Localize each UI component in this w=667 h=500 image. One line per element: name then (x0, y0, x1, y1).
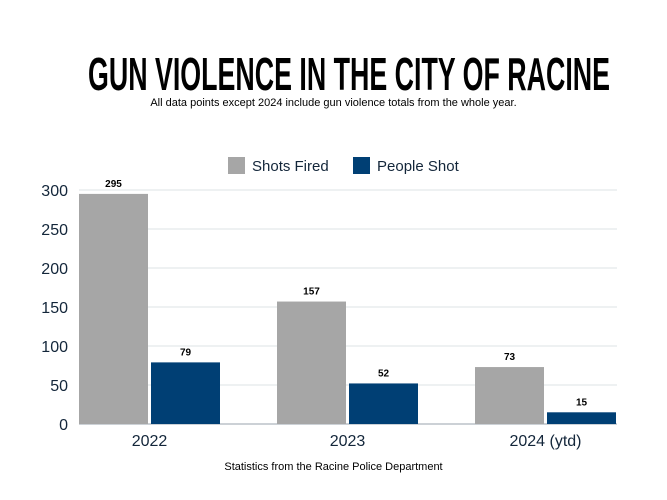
chart-title: GUN VIOLENCE IN THE CITY OF RACINE (88, 48, 610, 96)
chart-title-wrapper: GUN VIOLENCE IN THE CITY OF RACINE (88, 48, 610, 96)
y-tick-label: 250 (41, 222, 68, 239)
data-label: 73 (504, 352, 516, 363)
data-label: 157 (303, 287, 320, 298)
legend-label: People Shot (377, 158, 460, 175)
bar-people-shot (349, 383, 418, 424)
data-label: 52 (378, 368, 390, 379)
y-tick-label: 300 (41, 183, 68, 200)
bar-shots-fired (277, 301, 346, 424)
x-tick-label: 2022 (132, 433, 168, 450)
bar-people-shot (547, 412, 616, 424)
legend-swatch (353, 157, 370, 174)
bar-people-shot (151, 362, 220, 424)
y-tick-label: 50 (50, 378, 68, 395)
legend-label: Shots Fired (252, 158, 329, 175)
chart-subtitle: All data points except 2024 include gun … (150, 97, 517, 109)
y-tick-label: 0 (59, 417, 68, 434)
data-label: 15 (576, 397, 588, 408)
x-tick-label: 2024 (ytd) (509, 433, 581, 450)
y-tick-label: 100 (41, 339, 68, 356)
y-tick-label: 150 (41, 300, 68, 317)
source-note: Statistics from the Racine Police Depart… (224, 461, 443, 473)
data-label: 79 (180, 347, 192, 358)
y-tick-label: 200 (41, 261, 68, 278)
legend-swatch (228, 157, 245, 174)
x-tick-label: 2023 (330, 433, 366, 450)
bar-shots-fired (79, 193, 148, 424)
data-label: 295 (105, 179, 122, 190)
bar-shots-fired (475, 367, 544, 424)
